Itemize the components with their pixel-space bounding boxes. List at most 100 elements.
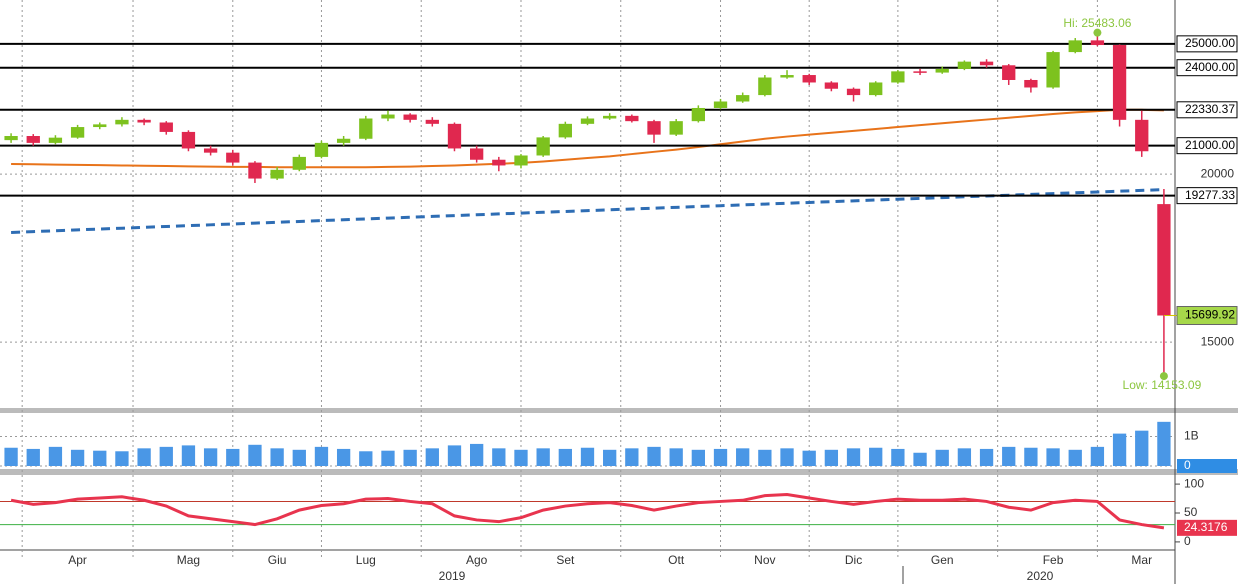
candle-body xyxy=(93,124,107,128)
candle-body xyxy=(492,159,506,166)
candle-body xyxy=(758,77,772,96)
volume-bar xyxy=(625,448,639,466)
candle-body xyxy=(780,75,794,78)
candle-body xyxy=(1157,204,1171,316)
x-tick-label: Feb xyxy=(1043,553,1064,567)
candle-body xyxy=(26,136,40,143)
volume-bar xyxy=(913,452,927,466)
volume-bar xyxy=(470,443,484,466)
x-tick-label: Mag xyxy=(177,553,200,567)
last-price-box xyxy=(1176,306,1238,326)
level-label: 19277.33 xyxy=(1185,188,1235,202)
candle-body xyxy=(669,121,683,135)
volume-bar xyxy=(736,448,750,466)
volume-bar xyxy=(713,448,728,466)
candle-body xyxy=(625,115,639,122)
volume-bar xyxy=(381,450,395,466)
candle-body xyxy=(1046,52,1060,88)
level-label-box xyxy=(1176,187,1238,205)
candle-body xyxy=(536,137,550,156)
candle-body xyxy=(869,82,883,96)
volume-bar xyxy=(1068,449,1082,466)
volume-bar xyxy=(403,449,417,466)
candle-body xyxy=(603,115,617,119)
candle-body xyxy=(691,107,705,122)
volume-bar xyxy=(780,448,794,466)
candle-body xyxy=(425,119,439,124)
candle-body xyxy=(336,138,351,143)
volume-bar xyxy=(314,446,329,466)
volume-bar xyxy=(669,448,683,466)
level-label-box xyxy=(1176,137,1238,155)
x-tick-label: Set xyxy=(556,553,575,567)
year-label: 2020 xyxy=(1027,569,1054,583)
candle-body xyxy=(736,95,750,102)
volume-bar xyxy=(869,447,883,466)
volume-bar xyxy=(891,448,905,466)
x-tick-label: Dic xyxy=(845,553,862,567)
volume-bar xyxy=(48,446,63,466)
volume-bar xyxy=(691,449,705,466)
level-label-box xyxy=(1176,35,1238,53)
y-tick-label: 15000 xyxy=(1201,334,1235,348)
candle-body xyxy=(935,68,949,73)
x-tick-label: Apr xyxy=(68,553,87,567)
volume-bar xyxy=(336,448,351,466)
y-tick-label: 1B xyxy=(1184,429,1199,443)
volume-bar xyxy=(26,448,40,466)
x-tick-label: Gen xyxy=(931,553,954,567)
low-label: Low: 14153.09 xyxy=(1123,378,1202,392)
volume-bar xyxy=(492,448,506,466)
volume-bar xyxy=(935,449,949,466)
y-tick-label: 20000 xyxy=(1201,166,1235,180)
last-value-box xyxy=(1177,519,1237,536)
volume-bar xyxy=(248,444,262,466)
volume-bar xyxy=(93,450,107,466)
candle-body xyxy=(115,119,129,125)
candle-body xyxy=(248,162,262,179)
volume-bar xyxy=(447,445,462,466)
y-tick-label: 0 xyxy=(1184,458,1191,472)
volume-bar xyxy=(292,449,306,466)
volume-bar xyxy=(536,448,550,466)
candle-body xyxy=(580,118,595,124)
rsi-line xyxy=(10,492,1165,530)
candle-body xyxy=(913,71,927,73)
volume-bar xyxy=(115,451,129,466)
high-marker xyxy=(1093,28,1102,37)
volume-bar xyxy=(979,448,994,466)
tick-box xyxy=(1177,459,1237,473)
volume-bar xyxy=(802,450,816,466)
volume-bar xyxy=(957,448,972,466)
x-tick-label: Ago xyxy=(466,553,488,567)
volume-bar xyxy=(137,448,151,466)
volume-bar xyxy=(758,449,772,466)
y-tick-label: 50 xyxy=(1184,505,1198,519)
volume-bar xyxy=(226,448,240,466)
panel-separator xyxy=(0,408,1238,413)
volume-bar xyxy=(1112,433,1127,466)
volume-bar xyxy=(159,446,173,466)
candle-body xyxy=(647,121,661,135)
x-tick-label: Giu xyxy=(268,553,287,567)
last-price-label: 15699.92 xyxy=(1185,308,1235,322)
volume-bar xyxy=(425,448,439,466)
candle-body xyxy=(1090,40,1105,46)
candle-body xyxy=(1024,79,1038,88)
volume-bar xyxy=(181,445,196,466)
level-label: 25000.00 xyxy=(1185,36,1235,50)
level-label: 24000.00 xyxy=(1185,60,1235,74)
candle-body xyxy=(1002,65,1016,80)
candle-body xyxy=(292,156,306,170)
volume-bar xyxy=(603,449,617,466)
candle-body xyxy=(713,101,728,108)
candle-body xyxy=(979,61,994,66)
volume-bar xyxy=(4,447,18,466)
last-value-label: 24.3176 xyxy=(1184,520,1228,534)
volume-bar xyxy=(1090,446,1105,466)
volume-bar xyxy=(580,447,595,466)
level-label-box xyxy=(1176,59,1238,77)
level-label: 22330.37 xyxy=(1185,102,1235,116)
candle-body xyxy=(314,142,329,157)
